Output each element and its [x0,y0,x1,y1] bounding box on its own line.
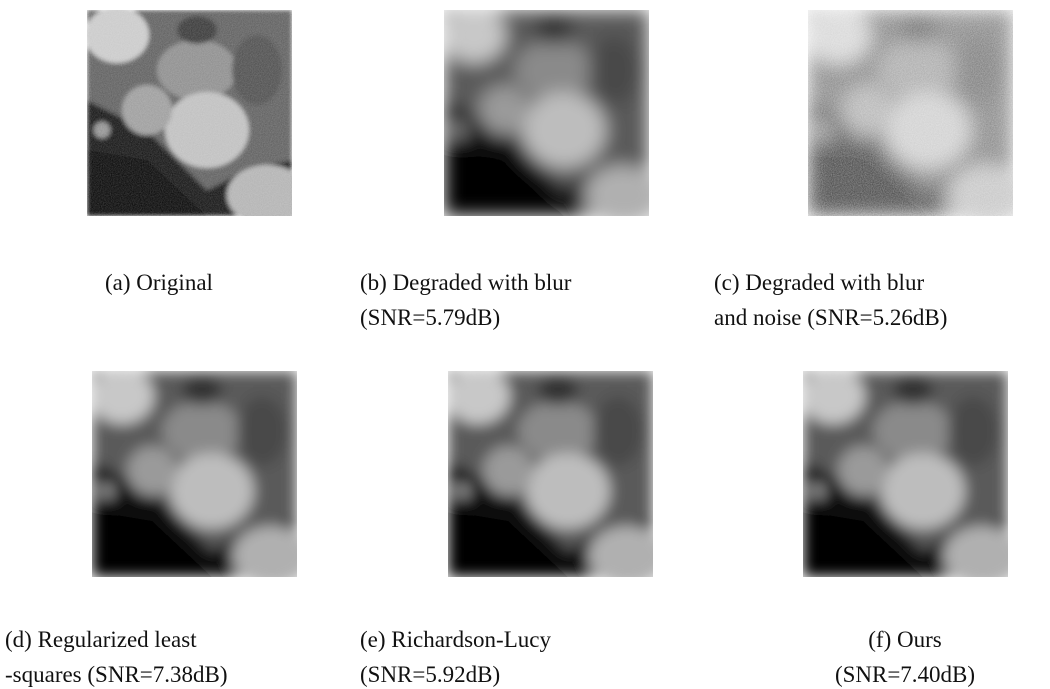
caption: -squares (SNR=7.38dB) [5,662,228,687]
image-richardson-lucy [448,371,653,577]
caption: (d) Regularized least [5,627,197,652]
caption: and noise (SNR=5.26dB) [714,305,947,330]
caption: (SNR=5.92dB) [360,662,500,687]
image-ours [803,371,1008,577]
caption: (b) Degraded with blur [360,270,572,295]
caption: (a) Original [105,270,213,295]
image-blur [444,10,649,216]
image-blur-noise [808,10,1013,216]
caption: (f) Ours [868,627,941,652]
caption: (SNR=5.79dB) [360,305,500,330]
image-original [87,10,292,216]
caption: (SNR=7.40dB) [835,662,975,687]
caption: (e) Richardson-Lucy [360,627,551,652]
caption: (c) Degraded with blur [714,270,924,295]
image-rls [92,371,297,577]
